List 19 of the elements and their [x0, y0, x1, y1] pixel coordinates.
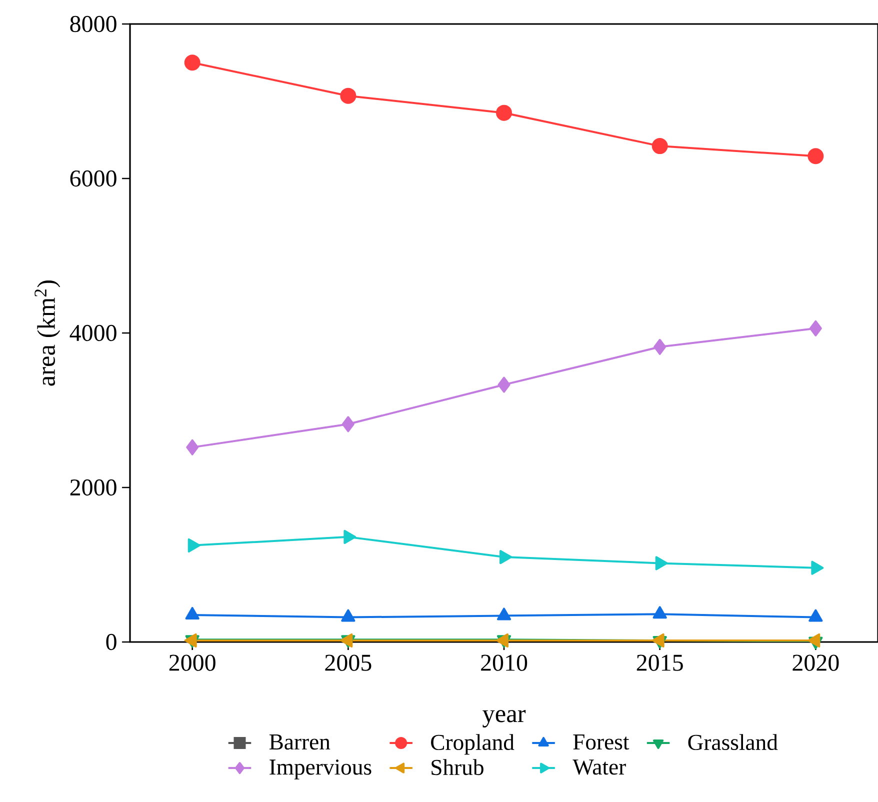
legend-label: Forest — [573, 734, 630, 750]
legend-label: Impervious — [270, 760, 372, 780]
x-axis-title: year — [482, 710, 526, 728]
x-tick-label: 2020 — [792, 654, 839, 671]
x-tick-label: 2010 — [481, 654, 528, 671]
legend-label: Water — [572, 760, 626, 775]
y-tick-label: 2000 — [70, 479, 116, 496]
y-axis-title: area (km$^{2}$) — [34, 280, 60, 386]
legend-label: Cropland — [431, 734, 514, 755]
legend-label: Barren — [269, 734, 330, 750]
x-tick-label: 2015 — [636, 654, 683, 671]
y-tick-label: 6000 — [70, 170, 116, 187]
x-tick-label: 2000 — [169, 654, 216, 671]
legend-label: Grassland — [688, 734, 778, 750]
x-tick-label: 2005 — [325, 654, 372, 671]
y-tick-label: 4000 — [70, 324, 116, 342]
legend-label: Shrub — [432, 759, 484, 776]
y-tick-label: 0 — [106, 634, 116, 650]
y-tick-label: 8000 — [70, 16, 116, 32]
